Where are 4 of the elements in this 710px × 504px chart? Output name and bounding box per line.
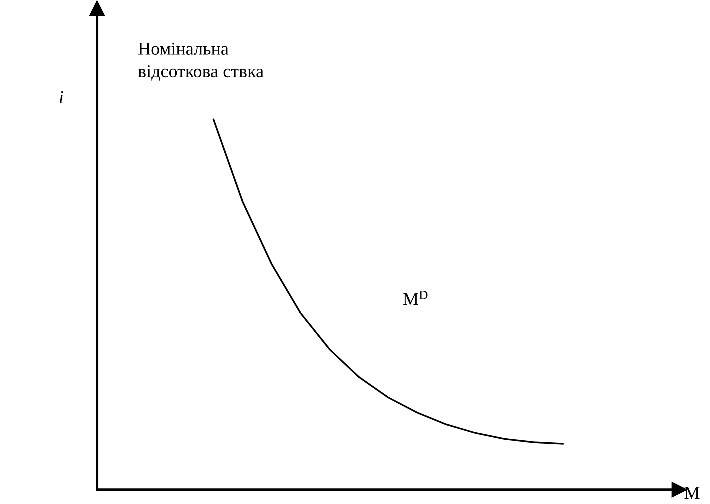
y-axis-title: i <box>60 91 64 104</box>
text: Номінальна відсоткова ствка <box>138 42 264 81</box>
x-axis-title: M <box>684 487 700 499</box>
text: M$^{D}$ <box>403 291 428 306</box>
